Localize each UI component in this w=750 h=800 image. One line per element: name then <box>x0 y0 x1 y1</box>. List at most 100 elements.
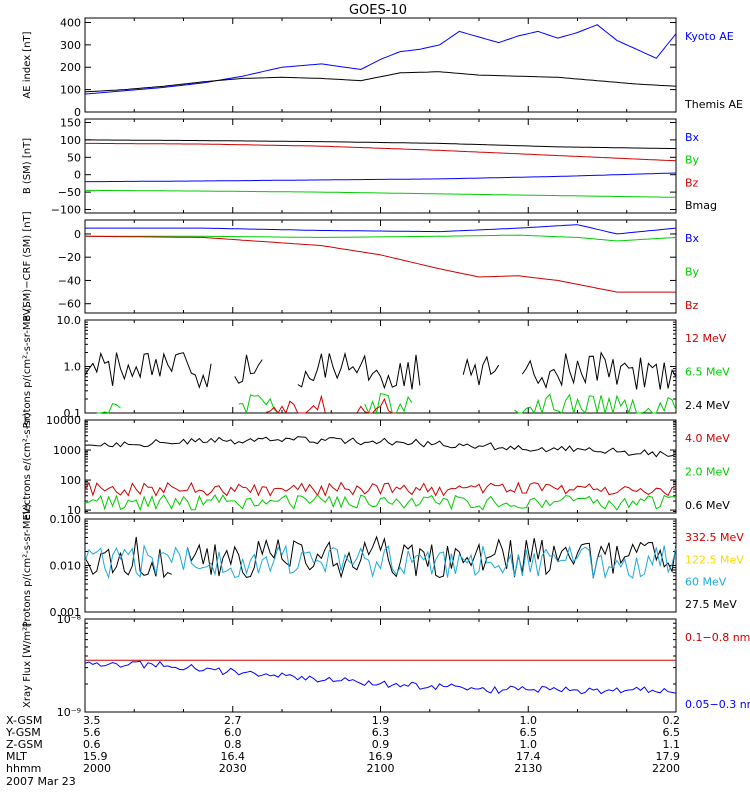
panel-1: 400 300 200 100 0 AE index [nT] Kyoto AE Themis… <box>22 16 743 119</box>
series-line-4-0-mev <box>84 481 677 497</box>
row-value-x-gsm: 2.7 <box>224 714 242 727</box>
y-tick-label: 10000 <box>46 414 81 427</box>
legend-6-5-mev: 6.5 MeV <box>685 366 730 379</box>
row-value-z-gsm: 0.8 <box>224 738 242 751</box>
series-line-kyoto-ae <box>84 24 677 95</box>
y-tick-label: −100 <box>51 204 81 217</box>
legend-122-5-mev: 122.5 MeV <box>685 553 744 566</box>
y-axis-label: B (SM) [nT] <box>22 138 33 194</box>
row-value-y-gsm: 6.0 <box>224 726 242 739</box>
y-tick-label: 0 <box>74 228 81 241</box>
y-tick-label: 100 <box>60 84 81 97</box>
y-axis-label: Electrons e/(cm²-s-sr) <box>22 413 33 521</box>
legend-by: By <box>685 154 700 167</box>
y-tick-label: −20 <box>58 251 81 264</box>
legend-332-5-mev: 332.5 MeV <box>685 531 744 544</box>
y-tick-label: 1000 <box>53 444 81 457</box>
y-axis-label: Xray Flux [W/m²] <box>22 623 33 708</box>
y-tick-label: 0.001 <box>50 606 82 619</box>
row-value-hhmm: 2200 <box>652 762 680 775</box>
row-value-hhmm: 2030 <box>219 762 247 775</box>
row-value-hhmm: 2000 <box>83 762 111 775</box>
y-tick-label: 400 <box>60 16 81 29</box>
legend-2-0-mev: 2.0 MeV <box>685 466 730 479</box>
y-tick-label: −60 <box>58 298 81 311</box>
panel-2: 150 100 50 0 −50 −100 B (SM) [nT] Bx By Bz Bmag <box>22 116 717 216</box>
legend-0-1-0-8-nm: 0.1−0.8 nm <box>685 631 750 644</box>
y-tick-label: −50 <box>58 186 81 199</box>
series-line-0-6-mev <box>84 436 677 458</box>
series-line-0-05-0-3-nm <box>84 660 677 695</box>
row-value-hhmm: 2100 <box>367 762 395 775</box>
series-line-6-5-mev <box>96 393 677 415</box>
legend-kyoto-ae: Kyoto AE <box>685 30 734 43</box>
series-line-by <box>85 234 677 242</box>
legend-27-5-mev: 27.5 MeV <box>685 598 737 611</box>
legend-4-0-mev: 4.0 MeV <box>685 432 730 445</box>
legend-0-05-0-3-nm: 0.05−0.3 nm <box>685 698 750 711</box>
row-value-hhmm: 2130 <box>514 762 542 775</box>
panel-frame <box>84 118 677 214</box>
row-value-mlt: 16.9 <box>368 750 393 763</box>
series-line-60-mev <box>84 543 677 580</box>
series-line-themis-ae <box>84 71 677 93</box>
legend-bz: Bz <box>685 176 699 189</box>
series-line-12-mev <box>266 394 397 415</box>
series-line-bz <box>85 235 676 293</box>
y-tick-label: −40 <box>58 274 81 287</box>
series-line-bz <box>85 142 677 162</box>
y-tick-label: 0.010 <box>50 560 82 573</box>
series-line-by <box>85 189 676 198</box>
legend-12-mev: 12 MeV <box>685 332 727 345</box>
row-label-hhmm: hhmm <box>6 762 41 775</box>
y-tick-label: 0.1 <box>64 407 82 420</box>
panel-frame <box>84 17 677 113</box>
row-value-y-gsm: 6.5 <box>663 726 681 739</box>
panel-6: 0.100 0.010 0.001 Protons p/(cm²-s-sr-MeV) 3… <box>22 504 744 628</box>
row-value-x-gsm: 1.9 <box>372 714 390 727</box>
y-axis-label: Protons p/(cm²-s-sr-MeV) <box>22 305 33 429</box>
y-tick-label: 0 <box>74 106 81 119</box>
y-tick-label: 10⁻⁸ <box>57 613 82 626</box>
row-label-x-gsm: X-GSM <box>6 714 42 727</box>
y-tick-label: 0.100 <box>50 513 82 526</box>
y-tick-label: 10⁻⁹ <box>57 706 81 719</box>
row-value-x-gsm: 1.0 <box>520 714 538 727</box>
row-value-y-gsm: 6.5 <box>520 726 538 739</box>
panel-frame <box>84 219 677 314</box>
legend-0-6-mev: 0.6 MeV <box>685 499 730 512</box>
panel-frame <box>84 618 677 713</box>
row-value-mlt: 15.9 <box>83 750 108 763</box>
panel-7: 10⁻⁸ 10⁻⁹ Xray Flux [W/m²] 0.1−0.8 nm 0.05−0… <box>22 613 750 719</box>
row-value-mlt: 17.4 <box>516 750 541 763</box>
x-axis-table: X-GSM 3.5 2.7 1.9 1.0 0.2 Y-GSM 5.6 6.0 6.3 6.5 6.5… <box>5 714 680 775</box>
panel-frame <box>84 518 677 613</box>
row-label-y-gsm: Y-GSM <box>5 726 41 739</box>
y-tick-label: 100 <box>60 134 81 147</box>
row-value-y-gsm: 6.3 <box>372 726 390 739</box>
legend-bx: Bx <box>685 232 700 245</box>
row-value-mlt: 17.9 <box>656 750 681 763</box>
y-tick-label: 300 <box>60 39 81 52</box>
series-line-bx <box>85 224 677 235</box>
series-line-2-0-mev <box>84 494 677 512</box>
row-value-x-gsm: 0.2 <box>663 714 681 727</box>
row-value-z-gsm: 1.0 <box>520 738 538 751</box>
y-tick-label: 0 <box>74 169 81 182</box>
legend-bz: Bz <box>685 299 699 312</box>
legend-2-4-mev: 2.4 MeV <box>685 399 730 412</box>
row-value-z-gsm: 1.1 <box>663 738 681 751</box>
row-value-x-gsm: 3.5 <box>83 714 101 727</box>
date-label: 2007 Mar 23 <box>6 775 76 788</box>
row-value-z-gsm: 0.6 <box>83 738 101 751</box>
series-line-2-4-mev <box>84 351 677 390</box>
row-value-y-gsm: 5.6 <box>83 726 101 739</box>
panel-4: 10.0 1.0 0.1 Protons p/(cm²-s-sr-MeV) 12 MeV… <box>22 305 730 429</box>
y-tick-label: 100 <box>60 474 81 487</box>
panel-3: 0 −20 −40 −60 B (SM)−CRF (SM) [nT] Bx By Bz <box>22 211 700 321</box>
y-tick-label: 200 <box>60 61 81 74</box>
series-line-27-5-mev <box>84 535 677 579</box>
row-value-mlt: 16.4 <box>221 750 246 763</box>
